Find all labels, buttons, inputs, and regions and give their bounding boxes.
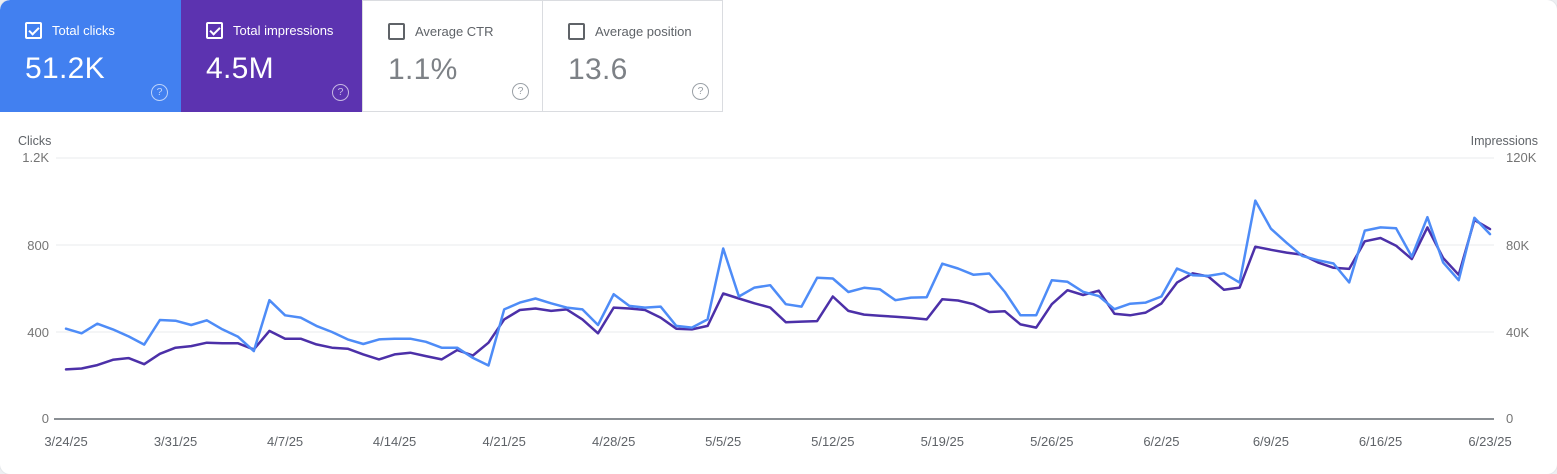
x-tick-label: 5/12/25 <box>811 434 854 449</box>
x-tick-label: 4/28/25 <box>592 434 635 449</box>
card-value: 13.6 <box>568 53 628 86</box>
x-tick-label: 4/14/25 <box>373 434 416 449</box>
card-label: Total clicks <box>52 23 115 38</box>
card-total-impressions[interactable]: Total impressions 4.5M <box>181 0 362 112</box>
x-tick-label: 5/5/25 <box>705 434 741 449</box>
card-label: Average CTR <box>415 24 494 39</box>
help-icon[interactable] <box>151 84 168 101</box>
card-value: 4.5M <box>206 52 274 85</box>
checkbox-unchecked-icon[interactable] <box>388 23 405 40</box>
left-axis-tick: 1.2K <box>22 150 49 165</box>
right-axis-tick: 0 <box>1506 411 1513 426</box>
left-axis-tick: 800 <box>27 238 49 253</box>
left-axis-tick: 400 <box>27 325 49 340</box>
checkbox-unchecked-icon[interactable] <box>568 23 585 40</box>
left-axis-title: Clicks <box>18 134 51 148</box>
card-average-position[interactable]: Average position 13.6 <box>542 0 723 112</box>
x-tick-label: 3/24/25 <box>44 434 87 449</box>
card-total-clicks[interactable]: Total clicks 51.2K <box>0 0 181 112</box>
checkbox-checked-icon[interactable] <box>206 22 223 39</box>
card-average-ctr[interactable]: Average CTR 1.1% <box>362 0 543 112</box>
x-tick-label: 6/2/25 <box>1143 434 1179 449</box>
x-tick-label: 6/9/25 <box>1253 434 1289 449</box>
checkbox-checked-icon[interactable] <box>25 22 42 39</box>
x-tick-label: 3/31/25 <box>154 434 197 449</box>
help-icon[interactable] <box>692 83 709 100</box>
card-header: Average position <box>543 1 722 40</box>
left-axis-tick: 0 <box>42 411 49 426</box>
clicks-line[interactable] <box>64 199 1492 367</box>
right-axis-title: Impressions <box>1471 134 1538 148</box>
card-header: Total impressions <box>181 0 362 39</box>
x-tick-label: 5/26/25 <box>1030 434 1073 449</box>
x-tick-label: 5/19/25 <box>921 434 964 449</box>
card-label: Total impressions <box>233 23 334 38</box>
card-value: 51.2K <box>25 52 105 85</box>
card-header: Total clicks <box>0 0 181 39</box>
card-header: Average CTR <box>363 1 542 40</box>
right-axis-tick: 80K <box>1506 238 1529 253</box>
help-icon[interactable] <box>512 83 529 100</box>
x-tick-label: 4/7/25 <box>267 434 303 449</box>
right-axis-tick: 120K <box>1506 150 1537 165</box>
x-tick-label: 6/23/25 <box>1468 434 1511 449</box>
metric-cards: Total clicks 51.2K Total impressions 4.5… <box>0 0 723 112</box>
card-label: Average position <box>595 24 692 39</box>
card-value: 1.1% <box>388 53 458 86</box>
impressions-line[interactable] <box>64 218 1492 371</box>
help-icon[interactable] <box>332 84 349 101</box>
x-tick-label: 6/16/25 <box>1359 434 1402 449</box>
right-axis-tick: 40K <box>1506 325 1529 340</box>
x-tick-label: 4/21/25 <box>483 434 526 449</box>
